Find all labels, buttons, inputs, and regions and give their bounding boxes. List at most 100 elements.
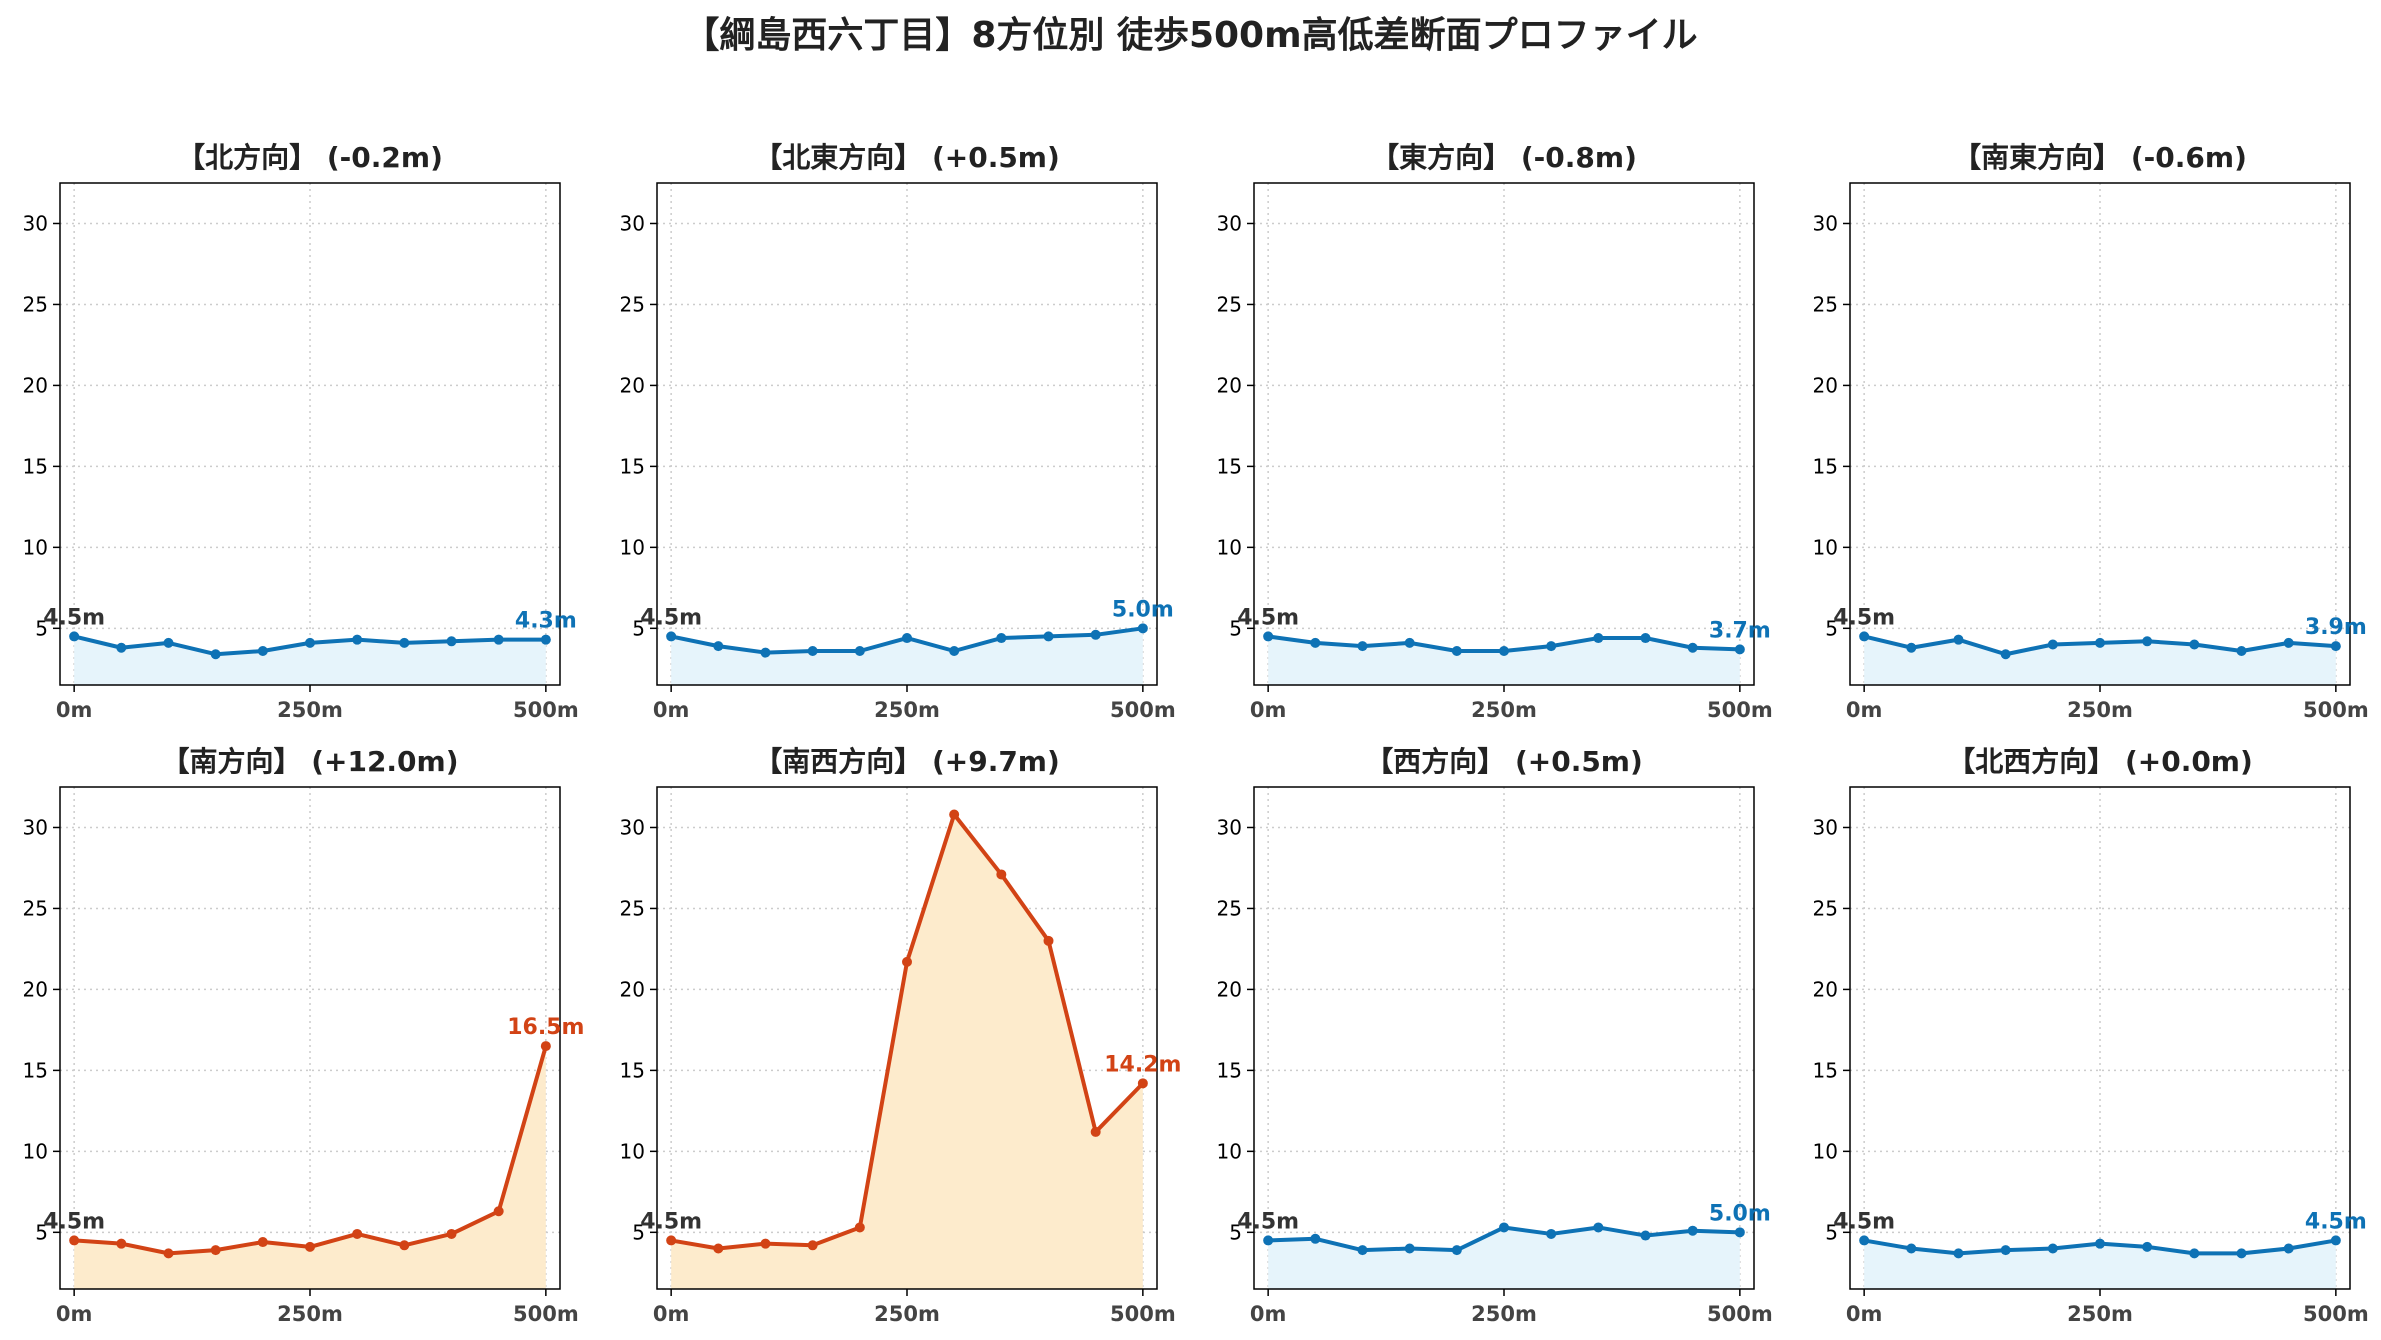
- data-point: [116, 642, 127, 653]
- data-point: [1906, 1243, 1917, 1254]
- y-tick-label: 25: [620, 896, 645, 920]
- data-point: [1593, 633, 1604, 644]
- y-tick-label: 15: [620, 1058, 645, 1082]
- profile-area: [1268, 1227, 1740, 1289]
- chart-title: 【北西方向】 (+0.0m): [1947, 745, 2253, 778]
- y-tick-label: 30: [23, 211, 48, 235]
- data-point: [713, 1243, 724, 1254]
- y-tick-label: 5: [632, 1220, 645, 1244]
- y-tick-label: 10: [1813, 535, 1838, 559]
- end-value-label: 5.0m: [1709, 1201, 1771, 1226]
- y-tick-label: 25: [1217, 292, 1242, 316]
- x-tick-label: 0m: [653, 698, 690, 722]
- x-tick-label: 500m: [513, 1302, 579, 1326]
- x-tick-label: 250m: [2067, 1302, 2133, 1326]
- data-point: [949, 809, 960, 820]
- x-tick-label: 500m: [2303, 1302, 2369, 1326]
- y-tick-label: 15: [1813, 454, 1838, 478]
- chart-panel-4: 【南方向】 (+12.0m) 5 10 15 20 25 30 0m 250m 500m 4.5m 1…: [23, 745, 585, 1326]
- data-point: [1451, 645, 1462, 656]
- y-tick-label: 30: [23, 815, 48, 839]
- data-point: [1859, 1235, 1870, 1246]
- data-point: [2283, 637, 2294, 648]
- data-point: [1859, 631, 1870, 642]
- data-point: [2283, 1243, 2294, 1254]
- end-value-label: 5.0m: [1112, 597, 1174, 622]
- data-point: [2142, 1241, 2153, 1252]
- chart-panel-5: 【南西方向】 (+9.7m) 5 10 15 20 25 30 0m 250m 500m 4.5m 1…: [620, 745, 1182, 1326]
- y-tick-label: 15: [1813, 1058, 1838, 1082]
- x-tick-label: 250m: [2067, 698, 2133, 722]
- start-value-label: 4.5m: [1833, 605, 1895, 630]
- data-point: [257, 645, 268, 656]
- start-value-label: 4.5m: [640, 605, 702, 630]
- data-point: [69, 631, 80, 642]
- data-point: [666, 631, 677, 642]
- data-point: [2047, 1243, 2058, 1254]
- y-tick-label: 20: [23, 373, 48, 397]
- data-point: [399, 637, 410, 648]
- y-tick-label: 25: [1217, 896, 1242, 920]
- data-point: [1451, 1245, 1462, 1256]
- y-tick-label: 30: [1217, 211, 1242, 235]
- data-point: [1310, 1233, 1321, 1244]
- data-point: [996, 869, 1007, 880]
- data-point: [1357, 1245, 1368, 1256]
- y-tick-label: 15: [1217, 1058, 1242, 1082]
- x-tick-label: 250m: [277, 1302, 343, 1326]
- y-tick-label: 30: [1813, 211, 1838, 235]
- page-title: 【綱島西六丁目】8方位別 徒歩500m高低差断面プロファイル: [683, 15, 1698, 56]
- chart-title: 【北東方向】 (+0.5m): [754, 141, 1060, 174]
- x-tick-label: 500m: [1110, 1302, 1176, 1326]
- data-point: [163, 637, 174, 648]
- x-tick-label: 500m: [1707, 698, 1773, 722]
- data-point: [1640, 1230, 1651, 1241]
- y-tick-label: 5: [35, 616, 48, 640]
- y-tick-label: 30: [1217, 815, 1242, 839]
- y-tick-label: 5: [35, 1220, 48, 1244]
- chart-title: 【南東方向】 (-0.6m): [1953, 141, 2247, 174]
- start-value-label: 4.5m: [43, 1209, 105, 1234]
- end-value-label: 4.5m: [2305, 1209, 2367, 1234]
- y-tick-label: 10: [620, 1139, 645, 1163]
- data-point: [305, 1241, 315, 1252]
- y-tick-label: 30: [620, 211, 645, 235]
- chart-panel-6: 【西方向】 (+0.5m) 5 10 15 20 25 30 0m 250m 500m 4.5m 5.…: [1217, 745, 1773, 1326]
- x-tick-label: 500m: [2303, 698, 2369, 722]
- end-value-label: 3.7m: [1709, 618, 1771, 643]
- data-point: [2330, 1235, 2341, 1246]
- y-tick-label: 5: [632, 616, 645, 640]
- data-point: [399, 1240, 410, 1251]
- y-tick-label: 10: [23, 535, 48, 559]
- data-point: [2000, 649, 2011, 660]
- x-tick-label: 500m: [513, 698, 579, 722]
- data-point: [1953, 1248, 1964, 1259]
- x-tick-label: 500m: [1707, 1302, 1773, 1326]
- x-tick-label: 0m: [56, 698, 93, 722]
- x-tick-label: 0m: [1250, 698, 1287, 722]
- data-point: [666, 1235, 677, 1246]
- y-tick-label: 20: [1217, 373, 1242, 397]
- data-point: [1357, 641, 1368, 652]
- data-point: [854, 1222, 865, 1233]
- y-tick-label: 20: [620, 977, 645, 1001]
- data-point: [257, 1237, 268, 1248]
- data-point: [1546, 641, 1557, 652]
- end-value-label: 4.3m: [515, 609, 577, 634]
- y-tick-label: 10: [1813, 1139, 1838, 1163]
- data-point: [493, 634, 504, 645]
- chart-title: 【北方向】 (-0.2m): [177, 141, 443, 174]
- y-tick-label: 20: [23, 977, 48, 1001]
- data-point: [854, 645, 865, 656]
- profile-area: [1268, 636, 1740, 685]
- start-value-label: 4.5m: [1237, 1209, 1299, 1234]
- y-tick-label: 20: [1217, 977, 1242, 1001]
- data-point: [1263, 1235, 1274, 1246]
- x-tick-label: 0m: [653, 1302, 690, 1326]
- data-point: [493, 1206, 504, 1217]
- data-point: [305, 637, 315, 648]
- data-point: [210, 649, 221, 660]
- data-point: [1499, 645, 1509, 656]
- y-tick-label: 10: [23, 1139, 48, 1163]
- data-point: [949, 645, 960, 656]
